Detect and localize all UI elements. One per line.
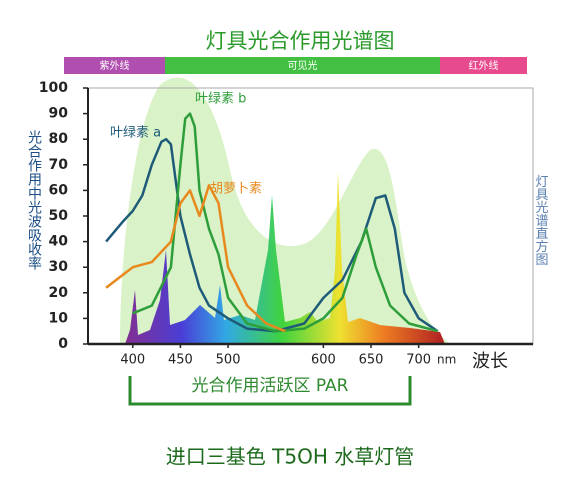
band-label: 可见光	[288, 59, 318, 72]
y-tick-label: 100	[39, 80, 68, 96]
y-tick-label: 0	[58, 336, 68, 352]
y-tick-label: 80	[49, 131, 69, 147]
series-label: 叶绿素 b	[195, 92, 246, 107]
x-tick-label: 600	[311, 353, 336, 368]
lamp-spectrum	[125, 172, 445, 344]
y-axis-label: 光合作用中光波吸收率	[26, 130, 42, 270]
band-bar: 紫外线 可见光 红外线	[64, 57, 527, 74]
x-tick-label: 700	[406, 353, 431, 368]
series-line	[105, 137, 439, 333]
x-tick-label: 650	[359, 353, 384, 368]
x-tick-label: 400	[120, 353, 145, 368]
series-label: 胡萝卜素	[210, 182, 262, 197]
background-glow	[120, 77, 450, 344]
band-label: 紫外线	[100, 59, 130, 72]
band-label: 红外线	[469, 59, 499, 72]
x-tick-label: 450	[168, 353, 193, 368]
y-tick-label: 50	[49, 208, 69, 224]
par-label: 光合作用活跃区 PAR	[191, 376, 348, 396]
right-label: 灯具光谱直方图	[533, 175, 549, 266]
y-tick-label: 90	[49, 106, 69, 122]
band	[165, 57, 440, 74]
y-tick-label: 30	[49, 259, 69, 275]
band	[64, 57, 165, 74]
series-line	[105, 184, 286, 333]
x-axis-label: 波长	[472, 351, 508, 372]
chart-title: 灯具光合作用光谱图	[206, 29, 395, 53]
series-label: 叶绿素 a	[110, 126, 161, 141]
series-line	[132, 112, 439, 333]
band	[440, 57, 527, 74]
y-tick-label: 10	[49, 310, 69, 326]
x-tick-label: 500	[216, 353, 241, 368]
y-tick-label: 70	[49, 157, 69, 173]
y-tick-label: 40	[49, 234, 69, 250]
footer: 进口三基色 T5OH 水草灯管	[166, 445, 414, 469]
y-tick-label: 60	[49, 182, 69, 198]
par-bracket	[128, 376, 412, 406]
y-tick-label: 20	[49, 285, 69, 301]
x-unit: nm	[437, 353, 456, 367]
